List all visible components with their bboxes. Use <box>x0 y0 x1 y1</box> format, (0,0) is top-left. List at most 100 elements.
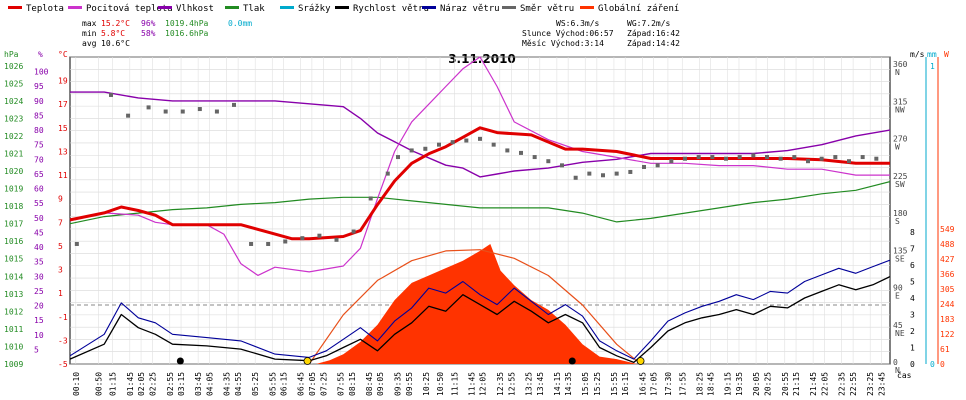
wind-direction-point <box>249 241 254 246</box>
humidity-line <box>70 91 891 178</box>
stats-max-hum: 96% <box>141 19 156 28</box>
legend-label: Pocitová teplota <box>86 4 173 14</box>
x-tick-label: 11:15 <box>450 372 459 396</box>
x-tick-label: 06:15 <box>280 372 289 396</box>
temp-tick-label: 15 <box>58 124 68 133</box>
x-tick-label: 07:25 <box>320 372 329 396</box>
x-tick-label: 16:15 <box>621 372 630 396</box>
hpa-tick-label: 1013 <box>4 290 23 299</box>
hpa-tick-label: 1017 <box>4 220 23 229</box>
wind-direction-point <box>655 163 660 168</box>
x-tick-label: 01:15 <box>109 372 118 396</box>
wind-direction-point <box>519 150 523 155</box>
wind-direction-point <box>385 171 390 176</box>
temp-tick-label: 11 <box>58 171 68 180</box>
humidity-tick-label: 100 <box>34 68 49 77</box>
moon-marker <box>176 357 184 365</box>
legend-swatch <box>422 6 436 9</box>
axis-unit-cas: čas <box>897 370 912 380</box>
x-tick-label: 14:35 <box>564 372 573 396</box>
x-tick-label: 18:25 <box>695 372 704 396</box>
legend-label: Teplota <box>26 4 64 14</box>
wind-direction-point <box>368 196 373 201</box>
direction-tick-label: 360 <box>893 60 908 69</box>
wind-direction-point <box>464 138 469 143</box>
moon-marker <box>568 357 576 365</box>
wind-direction-point <box>180 109 185 114</box>
temp-tick-label: 3 <box>58 266 63 275</box>
legend-label: Globální záření <box>598 4 679 14</box>
info-moon: Měsíc Východ:3:14 <box>522 39 604 48</box>
wind-direction-point <box>874 156 879 161</box>
x-tick-label: 17:05 <box>650 372 659 396</box>
x-tick-label: 22:55 <box>849 372 858 396</box>
radiation-tick-label: 427 <box>940 255 955 264</box>
temp-tick-label: 7 <box>58 218 63 227</box>
humidity-tick-label: 85 <box>34 111 44 120</box>
direction-tick-label: SE <box>895 254 905 263</box>
wind-direction-point <box>437 142 441 147</box>
wind-direction-point <box>778 156 783 161</box>
x-tick-label: 22:35 <box>837 372 846 396</box>
wind-direction-point <box>546 159 551 164</box>
stats-max-temp: 15.2°C <box>101 19 130 28</box>
humidity-tick-label: 90 <box>34 97 44 106</box>
direction-tick-label: 135 <box>893 246 908 255</box>
x-tick-label: 23:25 <box>866 372 875 396</box>
legend-swatch <box>502 6 516 9</box>
x-tick-label: 21:45 <box>809 372 818 396</box>
hpa-tick-label: 1023 <box>4 114 23 123</box>
axis-unit-hpa: hPa <box>4 50 19 59</box>
temp-tick-label: 9 <box>58 195 63 204</box>
hpa-tick-label: 1009 <box>4 360 23 369</box>
legend: Teplota Pocitová teplota Vlhkost Tlak Srážky… <box>8 4 679 14</box>
x-tick-label: 20:55 <box>781 372 790 396</box>
radiation-tick-label: 488 <box>940 240 955 249</box>
legend-label: Tlak <box>243 4 265 14</box>
rain-tick-label: 1 <box>930 62 935 71</box>
x-tick-label: 10:25 <box>422 372 431 396</box>
axis-unit-degc: °C <box>58 50 68 59</box>
stats-max-rain: 0.0mm <box>228 19 252 28</box>
x-tick-label: 09:35 <box>393 372 402 396</box>
info-sun-set: Západ:16:42 <box>627 29 680 38</box>
humidity-tick-label: 10 <box>34 331 44 340</box>
wind-direction-point <box>163 109 168 114</box>
wind-direction-point <box>300 236 305 241</box>
plot-area <box>69 56 891 365</box>
chart-title: 3.11.2010 <box>448 52 516 66</box>
wind-direction-point <box>491 142 496 147</box>
x-tick-label: 10:50 <box>436 372 445 396</box>
x-tick-label: 08:45 <box>365 372 374 396</box>
temp-tick-label: 17 <box>58 100 68 109</box>
legend-swatch <box>68 6 82 9</box>
hpa-tick-label: 1015 <box>4 255 23 264</box>
wind-gust-line <box>69 259 891 360</box>
x-tick-label: 19:15 <box>724 372 733 396</box>
humidity-tick-label: 70 <box>34 155 44 164</box>
temp-tick-label: 1 <box>58 289 63 298</box>
x-tick-label: 13:25 <box>525 372 534 396</box>
radiation-tick-label: 61 <box>940 345 950 354</box>
x-tick-label: 22:05 <box>820 372 829 396</box>
wind-direction-point <box>478 136 482 141</box>
direction-tick-label: 90 <box>893 284 903 293</box>
radiation-tick-label: 549 <box>940 225 955 234</box>
wind-direction-point <box>601 173 605 178</box>
stats-min-label: min <box>82 29 97 38</box>
wind-direction-point <box>642 164 646 169</box>
wind-tick-label: 6 <box>910 261 915 270</box>
hpa-tick-label: 1020 <box>4 167 23 176</box>
wind-direction-point <box>450 140 455 145</box>
x-tick-label: 00:10 <box>72 372 81 396</box>
x-tick-label: 01:45 <box>126 372 135 396</box>
wind-direction-point <box>146 105 151 110</box>
stats-min-temp: 5.8°C <box>101 29 125 38</box>
hpa-tick-label: 1018 <box>4 202 23 211</box>
hpa-tick-label: 1021 <box>4 149 23 158</box>
legend-label: Náraz větru <box>440 4 500 14</box>
x-tick-label: 04:05 <box>205 372 214 396</box>
direction-tick-label: S <box>895 217 900 226</box>
